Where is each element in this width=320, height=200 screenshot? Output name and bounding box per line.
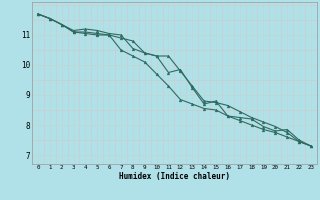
X-axis label: Humidex (Indice chaleur): Humidex (Indice chaleur) [119,172,230,181]
